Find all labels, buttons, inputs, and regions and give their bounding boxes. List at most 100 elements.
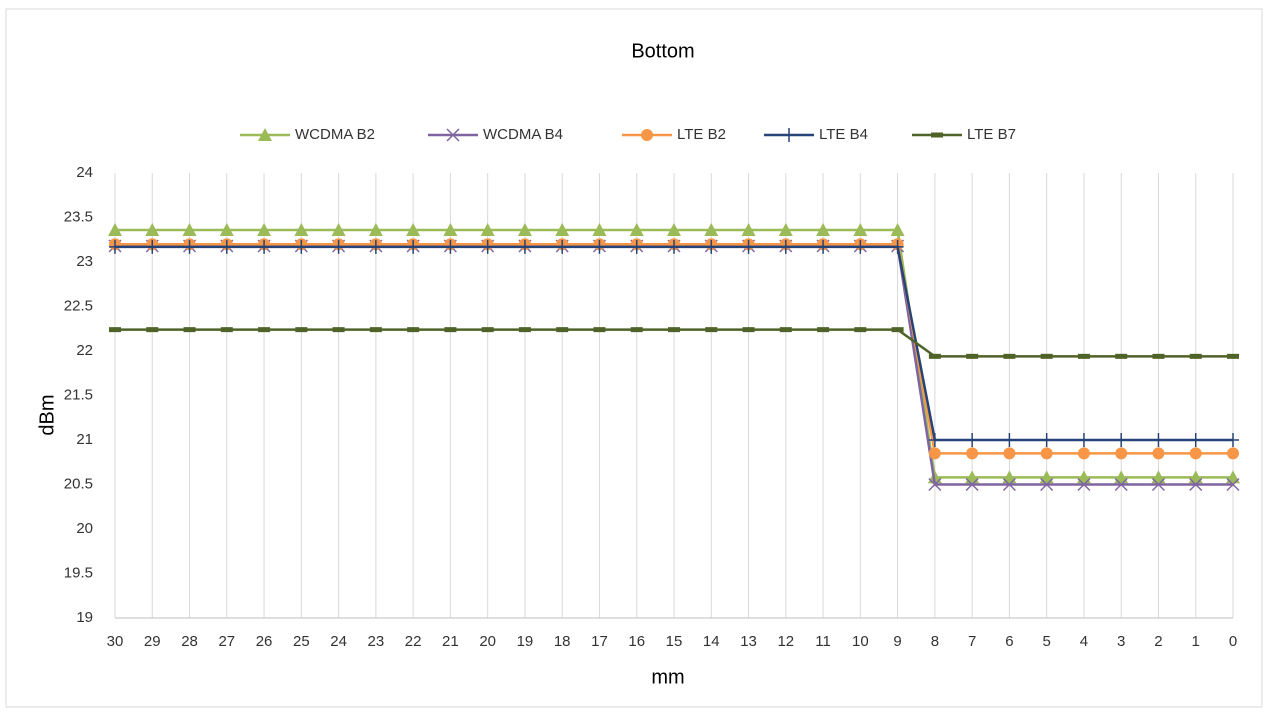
marker-shape bbox=[928, 477, 942, 492]
x-tick-label: 20 bbox=[479, 633, 496, 650]
marker bbox=[592, 222, 607, 236]
y-tick-label: 20.5 bbox=[64, 475, 93, 492]
x-tick-label: 2 bbox=[1154, 633, 1162, 650]
y-tick-label: 19.5 bbox=[64, 564, 93, 581]
marker-shape bbox=[332, 239, 345, 254]
marker-shape bbox=[517, 222, 532, 236]
marker bbox=[1115, 447, 1128, 460]
marker-shape bbox=[928, 447, 941, 460]
marker-shape bbox=[294, 222, 309, 236]
chart-frame bbox=[5, 8, 1263, 708]
marker-shape bbox=[258, 239, 271, 254]
marker-shape bbox=[705, 239, 718, 254]
marker bbox=[1002, 477, 1016, 492]
marker bbox=[1077, 433, 1090, 447]
marker-shape bbox=[890, 222, 905, 236]
marker bbox=[853, 222, 868, 236]
marker bbox=[480, 222, 495, 236]
marker-shape bbox=[369, 239, 382, 254]
marker bbox=[629, 222, 644, 236]
marker bbox=[1189, 447, 1202, 460]
marker bbox=[555, 222, 570, 236]
marker bbox=[816, 222, 831, 236]
marker-shape bbox=[1227, 433, 1239, 447]
marker bbox=[332, 239, 345, 254]
marker-shape bbox=[1189, 433, 1202, 447]
y-tick-label: 23 bbox=[76, 253, 93, 270]
marker-shape bbox=[1226, 477, 1240, 492]
y-tick-label: 21.5 bbox=[64, 386, 93, 403]
marker-shape bbox=[1077, 477, 1091, 492]
marker bbox=[368, 222, 383, 236]
marker-shape bbox=[182, 222, 197, 236]
marker bbox=[406, 222, 421, 236]
marker-shape bbox=[444, 239, 457, 254]
marker bbox=[1003, 447, 1016, 460]
legend-label: WCDMA B2 bbox=[295, 126, 375, 143]
marker-shape bbox=[145, 222, 160, 236]
marker-shape bbox=[704, 222, 719, 236]
marker bbox=[369, 239, 382, 254]
x-tick-label: 14 bbox=[703, 633, 720, 650]
x-tick-label: 24 bbox=[330, 633, 347, 650]
marker bbox=[1040, 433, 1053, 447]
marker bbox=[109, 239, 121, 254]
marker-shape bbox=[1077, 433, 1090, 447]
x-tick-label: 7 bbox=[968, 633, 976, 650]
marker-shape bbox=[183, 239, 196, 254]
x-tick-label: 10 bbox=[852, 633, 869, 650]
marker-shape bbox=[146, 239, 159, 254]
marker-shape bbox=[741, 222, 756, 236]
x-tick-label: 1 bbox=[1192, 633, 1200, 650]
marker-shape bbox=[406, 222, 421, 236]
x-tick-label: 15 bbox=[666, 633, 683, 650]
marker-shape bbox=[446, 128, 460, 142]
marker-shape bbox=[1114, 477, 1128, 492]
marker bbox=[1040, 477, 1054, 492]
y-tick-label: 19 bbox=[76, 609, 93, 626]
x-tick-label: 9 bbox=[893, 633, 901, 650]
marker bbox=[258, 239, 271, 254]
marker-shape bbox=[1189, 477, 1203, 492]
marker bbox=[1115, 433, 1128, 447]
marker-shape bbox=[108, 222, 122, 236]
marker bbox=[890, 222, 905, 236]
legend-label: WCDMA B4 bbox=[483, 126, 563, 143]
x-tick-label: 4 bbox=[1080, 633, 1088, 650]
x-tick-label: 26 bbox=[256, 633, 273, 650]
marker-shape bbox=[518, 239, 531, 254]
marker-shape bbox=[1151, 477, 1166, 492]
marker-shape bbox=[368, 222, 383, 236]
y-tick-label: 21 bbox=[76, 431, 93, 448]
x-tick-label: 18 bbox=[554, 633, 571, 650]
marker bbox=[108, 222, 122, 236]
marker bbox=[854, 239, 867, 254]
marker-shape bbox=[593, 239, 606, 254]
marker-shape bbox=[629, 222, 644, 236]
marker bbox=[1189, 477, 1203, 492]
marker-shape bbox=[443, 222, 458, 236]
marker bbox=[517, 222, 532, 236]
marker-shape bbox=[1003, 447, 1016, 460]
marker bbox=[593, 239, 606, 254]
marker bbox=[1077, 447, 1090, 460]
marker bbox=[446, 128, 460, 142]
marker bbox=[704, 222, 719, 236]
marker-shape bbox=[592, 222, 607, 236]
x-tick-label: 29 bbox=[144, 633, 161, 650]
marker bbox=[928, 433, 941, 447]
y-axis-label: dBm bbox=[36, 394, 58, 435]
marker bbox=[182, 222, 197, 236]
legend-label: LTE B7 bbox=[967, 126, 1016, 143]
marker bbox=[407, 239, 420, 254]
marker-shape bbox=[816, 222, 831, 236]
marker bbox=[146, 239, 159, 254]
marker bbox=[742, 239, 755, 254]
legend-label: LTE B4 bbox=[819, 126, 868, 143]
marker-shape bbox=[220, 239, 233, 254]
marker-shape bbox=[295, 239, 308, 254]
marker bbox=[1151, 477, 1166, 492]
x-tick-label: 23 bbox=[368, 633, 385, 650]
marker-shape bbox=[1003, 433, 1016, 447]
marker-shape bbox=[219, 222, 234, 236]
